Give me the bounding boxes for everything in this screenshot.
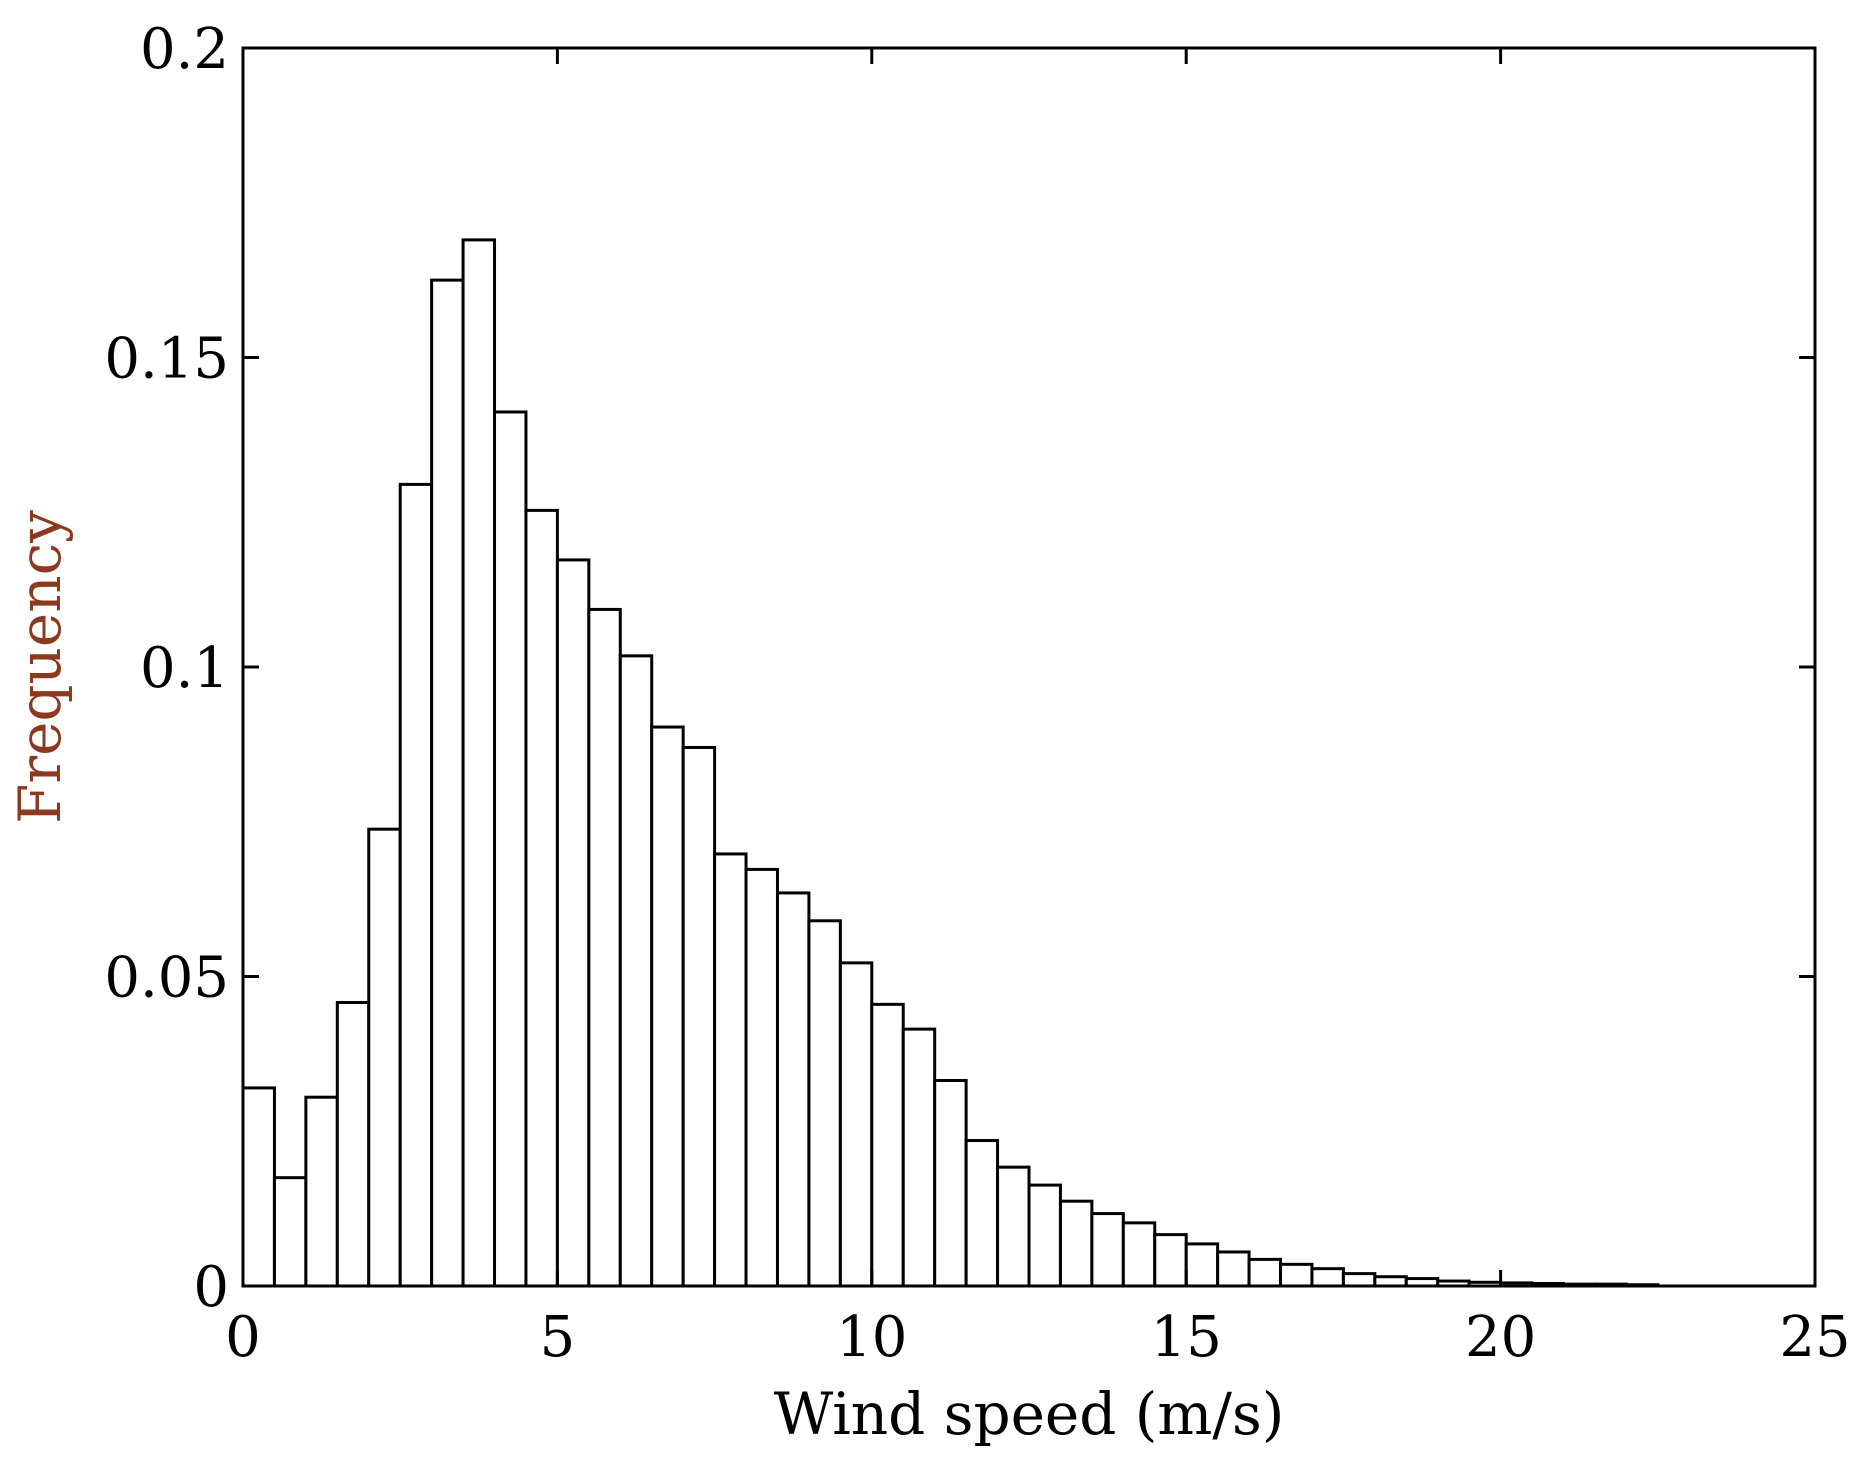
histogram-bar xyxy=(618,654,654,1288)
y-tick-label: 0.05 xyxy=(104,946,229,1011)
histogram-bar xyxy=(493,410,528,1288)
histogram-bar xyxy=(807,919,842,1288)
x-tick-label: 20 xyxy=(1465,1305,1536,1370)
histogram-bar xyxy=(744,867,779,1288)
histogram-bar xyxy=(1279,1262,1314,1288)
histogram-bar xyxy=(838,961,874,1288)
x-tick-label: 0 xyxy=(225,1305,261,1370)
histogram-bar xyxy=(587,607,622,1288)
histogram-bar xyxy=(870,1002,905,1288)
histogram-bar xyxy=(430,278,465,1288)
histogram-bar xyxy=(964,1139,1000,1288)
histogram-bar xyxy=(650,725,685,1288)
histogram-bar xyxy=(398,482,434,1288)
histogram-bar xyxy=(1058,1199,1094,1288)
histogram-bar xyxy=(933,1078,968,1288)
axis-ticks xyxy=(241,46,1817,1288)
x-tick-label: 10 xyxy=(836,1305,907,1370)
histogram-bar xyxy=(1184,1242,1220,1288)
histogram-bar xyxy=(241,1086,276,1288)
y-axis-label: Frequency xyxy=(6,510,74,824)
histogram-bar xyxy=(1341,1272,1377,1288)
histogram-bar xyxy=(681,745,717,1288)
x-tick-label: 5 xyxy=(540,1305,576,1370)
histogram-bar xyxy=(1027,1183,1062,1288)
histogram-bars xyxy=(241,238,1660,1288)
histogram-bar xyxy=(1090,1212,1125,1288)
histogram-bar xyxy=(713,852,748,1288)
histogram-bar xyxy=(1216,1250,1251,1288)
x-axis-label: Wind speed (m/s) xyxy=(774,1380,1285,1448)
y-tick-label: 0.15 xyxy=(104,327,229,392)
y-tick-label: 0 xyxy=(193,1255,229,1320)
histogram-bar xyxy=(367,827,402,1288)
histogram-bar xyxy=(901,1027,937,1288)
histogram-bar xyxy=(1310,1267,1345,1288)
histogram-bar xyxy=(304,1095,339,1288)
x-tick-labels: 0 5 10 15 20 25 xyxy=(225,1305,1850,1370)
y-tick-label: 0.2 xyxy=(140,17,229,82)
histogram-bar xyxy=(1121,1221,1157,1288)
histogram-bar xyxy=(335,1000,371,1288)
y-tick-labels: 0 0.05 0.1 0.15 0.2 xyxy=(104,17,229,1320)
histogram-bar xyxy=(555,558,591,1288)
histogram-bar xyxy=(524,508,559,1288)
histogram-bar xyxy=(1247,1257,1283,1288)
histogram-bar xyxy=(1153,1233,1188,1288)
x-tick-label: 25 xyxy=(1779,1305,1850,1370)
histogram-bar xyxy=(996,1165,1031,1288)
y-tick-label: 0.1 xyxy=(140,636,229,701)
x-tick-label: 15 xyxy=(1151,1305,1222,1370)
histogram-bar xyxy=(461,238,497,1288)
histogram-bar xyxy=(272,1176,308,1288)
histogram-bar xyxy=(775,891,811,1288)
